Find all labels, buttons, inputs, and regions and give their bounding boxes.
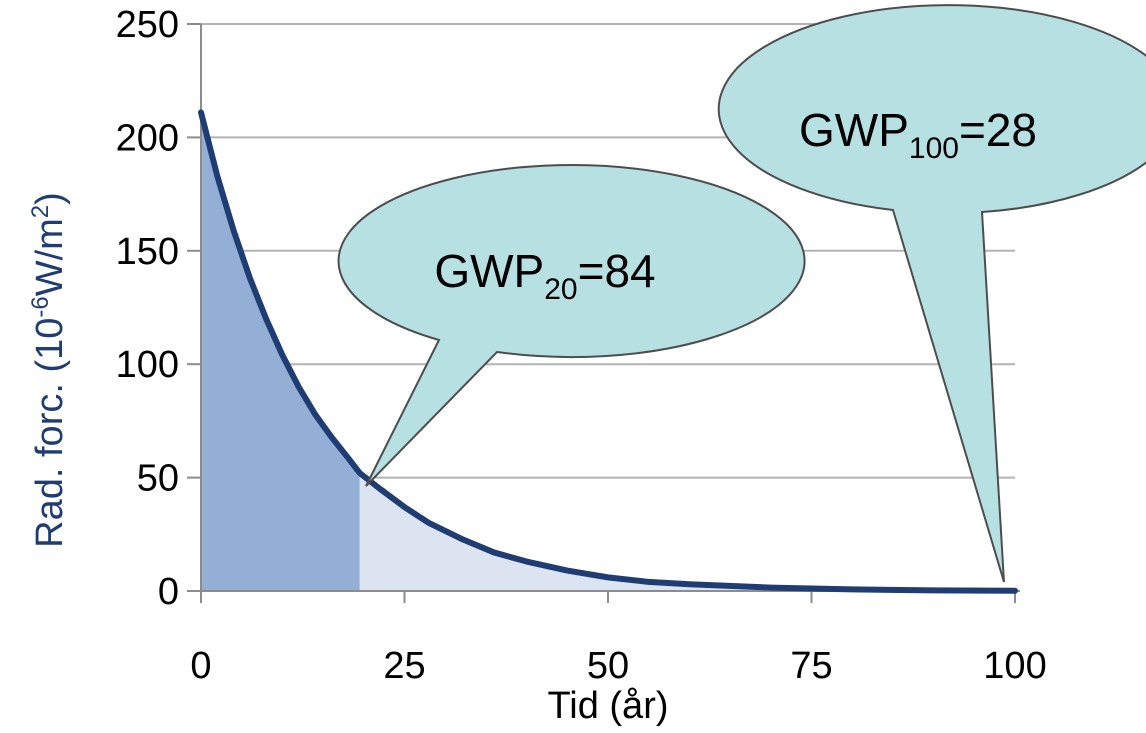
x-tick-label-25: 25 xyxy=(383,645,425,687)
y-tick-label-200: 200 xyxy=(116,117,179,159)
shaded-area-2 xyxy=(359,473,1016,591)
tick-labels: 0 50 100 150 200 250 0 25 50 75 100 xyxy=(116,4,1047,687)
y-tick-label-250: 250 xyxy=(116,4,179,46)
y-axis-title: Rad. forc. (10-6W/m2) xyxy=(27,192,71,548)
callout-gwp100-bubble xyxy=(717,4,1146,583)
callout-gwp100-text: GWP100=28 xyxy=(799,104,1037,165)
x-tick-label-0: 0 xyxy=(190,645,211,687)
x-axis-title: Tid (år) xyxy=(547,685,668,727)
y-tick-label-50: 50 xyxy=(137,458,179,500)
callout-gwp20: GWP20=84 xyxy=(337,164,806,487)
curve-layer xyxy=(198,109,1018,594)
x-tick-label-75: 75 xyxy=(790,645,832,687)
x-tick-label-50: 50 xyxy=(587,645,629,687)
callout-gwp20-bubble xyxy=(337,164,806,487)
callout-gwp20-text: GWP20=84 xyxy=(434,245,655,306)
y-tick-label-0: 0 xyxy=(158,571,179,613)
y-tick-label-100: 100 xyxy=(116,344,179,386)
callout-gwp100: GWP100=28 xyxy=(717,4,1146,583)
decay-curve xyxy=(198,109,1018,594)
y-tick-label-150: 150 xyxy=(116,231,179,273)
x-tick-label-100: 100 xyxy=(983,645,1046,687)
